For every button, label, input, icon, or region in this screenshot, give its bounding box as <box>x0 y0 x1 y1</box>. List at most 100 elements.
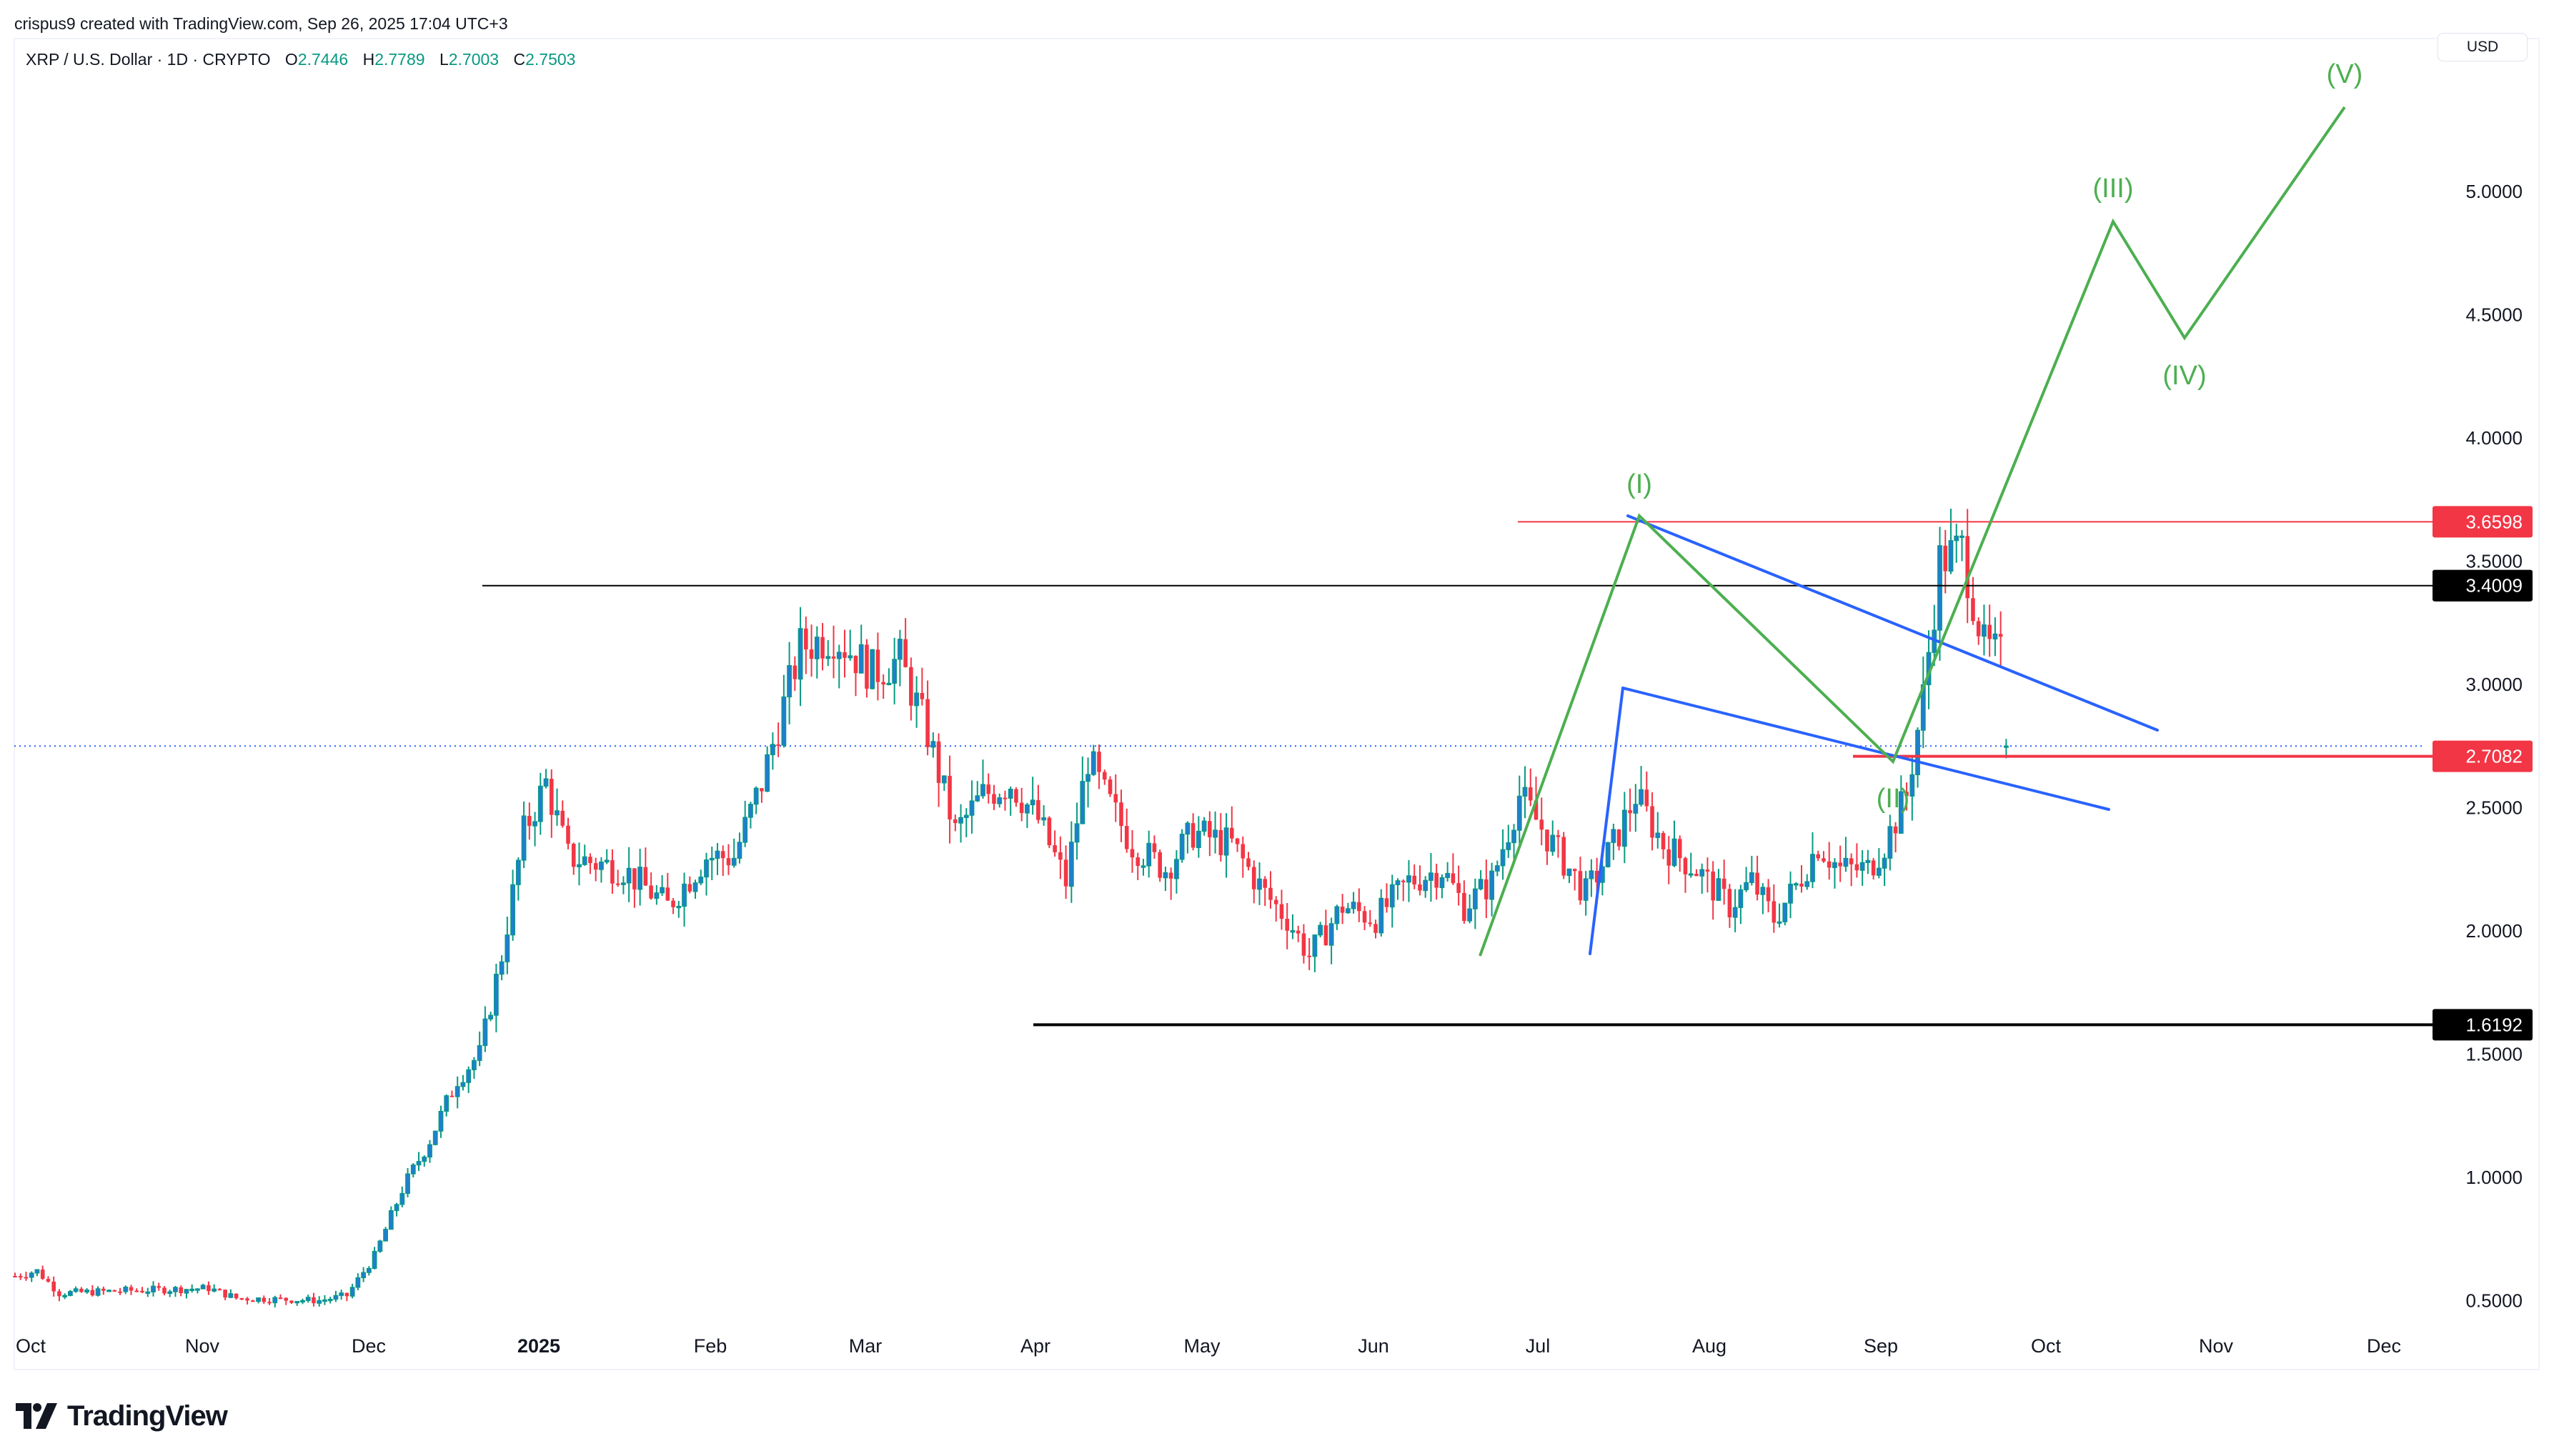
level-badge-text: 1.6192 <box>2465 1014 2523 1035</box>
candle-body <box>399 1192 405 1205</box>
candle-body <box>1987 624 1992 639</box>
tradingview-logo-icon <box>16 1402 57 1429</box>
candle-body <box>1041 817 1047 821</box>
candle-body <box>930 741 936 748</box>
candle-body <box>1058 852 1063 860</box>
time-axis-label: Dec <box>2367 1335 2401 1357</box>
candle-body <box>73 1288 79 1292</box>
candle-body <box>1810 854 1815 882</box>
candle-body <box>1572 869 1577 872</box>
candle-body <box>1451 873 1456 884</box>
candle-body <box>1545 829 1549 852</box>
candle-body <box>245 1298 249 1301</box>
candle-body <box>333 1295 339 1300</box>
candle-body <box>1279 904 1284 919</box>
candle-body <box>167 1291 173 1295</box>
candle-body <box>454 1086 460 1097</box>
candle-body <box>482 1018 488 1047</box>
candle-body <box>1550 834 1556 852</box>
candle-body <box>1168 872 1173 879</box>
price-axis-label: 0.5000 <box>2465 1290 2523 1312</box>
candle-body <box>1102 772 1107 780</box>
candle-body <box>1312 934 1318 957</box>
level-badge-3.6598 <box>2433 506 2533 538</box>
candle-body <box>1711 871 1715 901</box>
candle-body <box>1539 819 1544 830</box>
candle-body <box>18 1276 23 1278</box>
candle-body <box>909 667 913 706</box>
candle-body <box>1943 545 1948 572</box>
price-axis-label: 1.5000 <box>2465 1044 2523 1065</box>
candle-body <box>1097 752 1101 772</box>
candle-body <box>1699 869 1705 877</box>
candle-body <box>405 1173 410 1195</box>
candle-body <box>1434 872 1439 888</box>
candle-body <box>13 1276 17 1277</box>
candle-body <box>1721 878 1726 889</box>
candle-body <box>1285 919 1289 931</box>
candle-body <box>632 868 637 889</box>
candle-body <box>682 883 687 907</box>
level-badge-3.4009-top <box>2433 569 2533 602</box>
candle-body <box>1589 870 1594 879</box>
candle-body <box>1688 873 1694 876</box>
level-badge-text: 3.4009 <box>2465 575 2523 597</box>
candle-body <box>416 1161 422 1166</box>
candle-body <box>1832 862 1837 869</box>
candle-body <box>1494 865 1500 872</box>
flagpole-line[interactable] <box>1589 687 1624 955</box>
symbol-title[interactable]: XRP / U.S. Dollar · 1D · CRYPTO <box>26 50 271 69</box>
candle-body <box>1223 827 1229 856</box>
candle-body <box>1401 880 1406 882</box>
candle-body <box>156 1286 162 1288</box>
candle-body <box>267 1302 272 1304</box>
channel-lower-line[interactable] <box>1621 687 2110 811</box>
candle-body <box>1090 751 1096 775</box>
channel-upper-line[interactable] <box>1626 514 2159 732</box>
candle-body <box>422 1156 427 1162</box>
candle-body <box>1611 829 1616 843</box>
candle-body <box>1772 901 1777 923</box>
candle-body <box>1439 877 1445 889</box>
candle-body <box>765 754 770 792</box>
candle-body <box>1865 859 1871 863</box>
candle-body <box>1124 826 1129 849</box>
candle-body <box>980 784 985 797</box>
candle-body <box>1014 789 1018 803</box>
price-axis-label: 5.0000 <box>2465 181 2523 202</box>
candle-body <box>1456 883 1461 893</box>
elliott-wave-path[interactable] <box>1479 106 2346 957</box>
candle-body <box>112 1290 117 1292</box>
time-axis-label: Jul <box>1526 1335 1551 1357</box>
candle-body <box>1345 908 1351 914</box>
currency-button[interactable]: USD <box>2438 33 2528 61</box>
candle-body <box>848 655 853 659</box>
candle-body <box>1777 921 1782 924</box>
candle-body <box>272 1297 278 1304</box>
time-axis-label: May <box>1183 1335 1221 1357</box>
candle-body <box>1395 880 1401 885</box>
candle-body <box>1119 802 1123 827</box>
wave-label-III: (III) <box>2093 174 2134 204</box>
level-badge-text: 3.6598 <box>2465 511 2523 532</box>
candle-body <box>1594 870 1599 883</box>
candle-body <box>515 859 521 885</box>
candle-body <box>958 817 963 824</box>
candle-body <box>2004 745 2009 748</box>
candle-body <box>543 778 549 787</box>
candle-body <box>200 1285 206 1290</box>
candle-body <box>969 800 975 816</box>
candle-body <box>1334 906 1340 924</box>
candle-body <box>537 785 543 822</box>
candle-body <box>604 859 610 863</box>
candle-body <box>925 699 930 747</box>
candle-body <box>278 1297 283 1300</box>
candle-body <box>339 1292 344 1296</box>
candle-body <box>372 1250 377 1270</box>
candle-body <box>1644 789 1649 807</box>
candle-body <box>67 1291 73 1296</box>
candle-body <box>555 810 560 816</box>
candle-body <box>46 1279 51 1282</box>
candle-body <box>1019 802 1024 814</box>
